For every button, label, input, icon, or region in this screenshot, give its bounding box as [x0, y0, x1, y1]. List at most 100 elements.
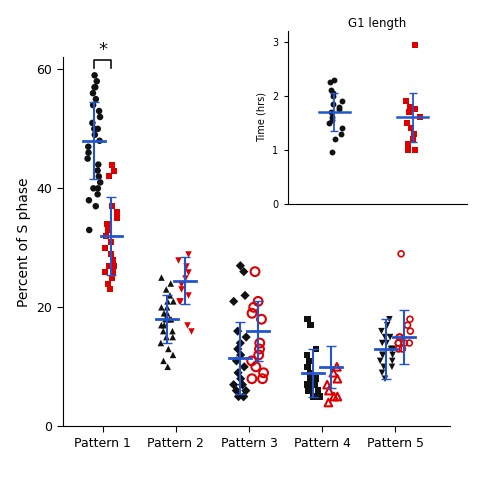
Point	[303, 351, 311, 359]
Point	[386, 315, 394, 323]
Point	[166, 280, 174, 287]
Point	[95, 172, 103, 180]
Point	[236, 339, 244, 347]
Point	[314, 393, 322, 400]
Point	[304, 387, 312, 394]
Point	[306, 321, 314, 329]
Point	[162, 333, 170, 341]
Point	[396, 333, 404, 341]
Point	[93, 78, 101, 85]
Point	[101, 268, 109, 275]
Point	[258, 315, 266, 323]
Point	[166, 292, 174, 299]
Point	[328, 148, 336, 156]
Point	[304, 381, 312, 388]
Point	[184, 268, 192, 275]
Point	[94, 167, 102, 174]
Point	[330, 76, 338, 83]
Point	[394, 345, 402, 353]
Point	[337, 130, 345, 137]
Point	[112, 214, 120, 222]
Point	[104, 280, 112, 287]
Point	[312, 393, 320, 400]
Point	[182, 262, 190, 270]
Point	[305, 387, 313, 394]
Point	[406, 327, 414, 335]
Point	[242, 333, 250, 341]
Point	[108, 274, 116, 282]
Point	[251, 268, 259, 275]
Point	[404, 321, 411, 329]
Point	[184, 250, 192, 258]
Point	[383, 321, 391, 329]
Point	[334, 393, 342, 400]
Point	[378, 351, 386, 359]
Point	[306, 369, 314, 376]
Point	[406, 315, 414, 323]
Point	[338, 97, 346, 105]
Point	[250, 304, 258, 311]
Point	[170, 297, 177, 305]
Point	[163, 309, 171, 317]
Point	[240, 268, 248, 275]
Point	[90, 184, 98, 192]
Point	[256, 345, 264, 353]
Point	[248, 309, 256, 317]
Point	[108, 161, 116, 169]
Point	[387, 345, 395, 353]
Point	[406, 339, 413, 347]
Point	[160, 321, 168, 329]
Point	[102, 244, 110, 251]
Point	[338, 125, 346, 132]
Point	[378, 369, 386, 376]
Point	[404, 140, 411, 148]
Point	[85, 196, 93, 204]
Point	[240, 393, 248, 400]
Point	[240, 363, 248, 371]
Point	[333, 363, 341, 371]
Point	[316, 393, 324, 400]
Point	[162, 285, 170, 293]
Point	[88, 119, 96, 127]
Point	[84, 143, 92, 150]
Point	[416, 114, 424, 121]
Point	[102, 232, 110, 240]
Point	[164, 345, 172, 353]
Point	[96, 113, 104, 121]
Point	[256, 339, 264, 347]
Point	[91, 131, 99, 138]
Point	[166, 315, 173, 323]
Point	[376, 357, 384, 365]
Point	[248, 357, 256, 365]
Point	[96, 137, 104, 145]
Point	[174, 256, 182, 263]
Point	[234, 327, 241, 335]
Point	[254, 297, 262, 305]
Y-axis label: Time (hrs): Time (hrs)	[256, 92, 266, 142]
Point	[84, 155, 92, 162]
Point	[110, 256, 118, 263]
Point	[388, 351, 396, 359]
Point	[325, 119, 333, 126]
Point	[158, 274, 166, 282]
Point	[234, 393, 242, 400]
Point	[112, 208, 120, 216]
Point	[104, 226, 112, 234]
Point	[186, 327, 194, 335]
Point	[314, 387, 322, 394]
Point	[407, 125, 415, 132]
Point	[90, 125, 98, 133]
Point	[324, 399, 332, 406]
Point	[382, 339, 390, 347]
Point	[176, 297, 184, 305]
Point	[411, 105, 419, 113]
Point	[378, 327, 386, 335]
Point	[163, 304, 171, 311]
Point	[388, 345, 396, 353]
Point	[252, 363, 260, 371]
Point	[329, 89, 337, 97]
Point	[386, 333, 394, 341]
Point	[411, 146, 419, 154]
Point	[108, 202, 116, 210]
Point	[381, 333, 389, 341]
